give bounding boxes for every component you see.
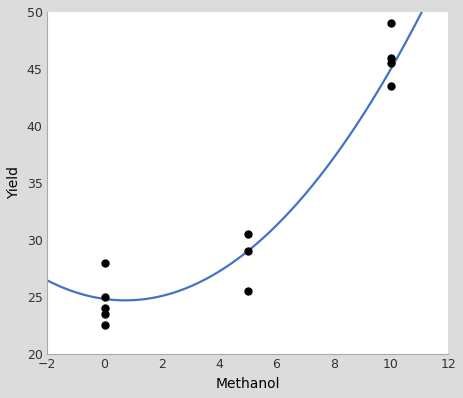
- Point: [387, 60, 394, 66]
- Point: [101, 310, 108, 317]
- Point: [244, 288, 251, 294]
- X-axis label: Methanol: Methanol: [215, 377, 280, 391]
- Point: [387, 83, 394, 89]
- Point: [101, 259, 108, 266]
- Y-axis label: Yield: Yield: [7, 166, 21, 199]
- Point: [101, 322, 108, 328]
- Point: [387, 54, 394, 60]
- Point: [387, 20, 394, 27]
- Point: [244, 231, 251, 237]
- Point: [244, 248, 251, 254]
- Point: [101, 293, 108, 300]
- Point: [101, 305, 108, 311]
